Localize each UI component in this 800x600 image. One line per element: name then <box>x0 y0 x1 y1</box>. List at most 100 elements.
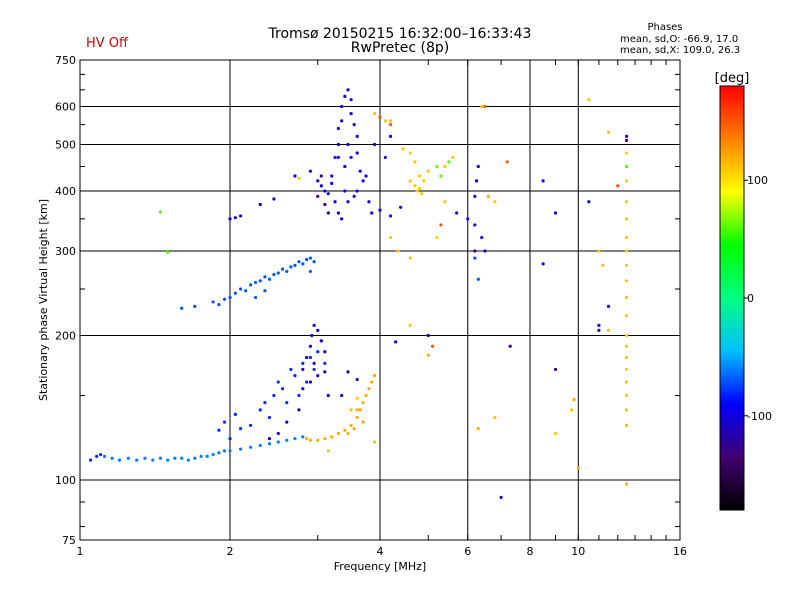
data-point <box>166 250 170 255</box>
data-point <box>312 260 316 264</box>
data-point <box>372 374 377 378</box>
y-tick-label: 100 <box>55 474 76 487</box>
data-point <box>244 289 248 293</box>
data-point <box>606 304 611 309</box>
chart-title-line1: Tromsø 20150215 16:32:00–16:33:43 <box>268 26 532 42</box>
data-point <box>308 269 313 274</box>
data-point <box>258 279 262 283</box>
data-point <box>228 295 232 300</box>
data-point <box>355 134 359 138</box>
data-point <box>499 495 503 500</box>
data-point <box>263 289 267 293</box>
data-point <box>301 435 305 439</box>
data-point <box>372 142 377 147</box>
data-point <box>276 380 280 384</box>
data-point <box>346 431 350 436</box>
data-point <box>624 314 629 318</box>
data-point <box>358 169 362 173</box>
data-point <box>346 370 350 374</box>
data-point <box>217 302 221 307</box>
data-point <box>349 98 353 102</box>
data-point <box>597 249 601 253</box>
data-point <box>323 350 327 354</box>
colorbar-tick-label: 0 <box>747 292 754 305</box>
data-point <box>473 256 477 260</box>
data-point <box>422 179 426 183</box>
y-tick-label: 75 <box>62 534 76 547</box>
data-point <box>305 355 309 360</box>
phases-x-stats: mean, sd,X: 109.0, 26.3 <box>620 45 741 56</box>
data-point <box>293 374 297 378</box>
data-point <box>343 189 347 193</box>
data-point <box>394 340 398 344</box>
data-point <box>205 454 209 459</box>
data-point <box>473 223 477 227</box>
data-point <box>267 277 272 281</box>
data-point <box>388 214 393 218</box>
data-point <box>624 393 629 398</box>
data-point <box>308 438 313 442</box>
x-tick-label: 8 <box>527 545 534 558</box>
data-point <box>483 104 487 109</box>
data-point <box>126 456 130 460</box>
data-point <box>624 279 629 283</box>
grid-lines <box>79 59 681 540</box>
data-point <box>238 447 243 451</box>
data-point <box>253 280 258 285</box>
x-tick-label: 6 <box>464 545 471 558</box>
data-point <box>211 452 215 457</box>
data-point <box>253 295 258 300</box>
data-point <box>408 323 412 327</box>
data-point <box>267 442 272 446</box>
data-point <box>316 179 320 183</box>
data-point <box>597 328 601 332</box>
data-point <box>383 119 387 123</box>
data-point <box>305 257 309 262</box>
data-point <box>228 449 232 453</box>
colorbar-tick-label: 100 <box>747 174 768 187</box>
data-point <box>180 456 184 460</box>
data-point <box>326 449 330 453</box>
data-point <box>352 426 356 431</box>
data-point <box>378 115 382 119</box>
data-point <box>173 456 177 460</box>
data-point <box>217 451 221 455</box>
data-point <box>301 387 305 391</box>
data-point <box>367 387 371 391</box>
data-point <box>570 408 574 412</box>
data-point <box>417 174 422 178</box>
x-tick-label: 2 <box>227 545 234 558</box>
data-point <box>624 138 629 142</box>
data-point <box>417 186 422 191</box>
data-point <box>476 426 480 431</box>
data-point <box>151 458 155 462</box>
data-point <box>297 408 301 412</box>
data-point <box>624 151 629 155</box>
data-point <box>305 380 309 384</box>
data-point <box>597 323 601 327</box>
data-point <box>480 104 484 109</box>
data-point <box>199 454 203 459</box>
data-point <box>624 355 629 360</box>
data-point <box>606 328 611 332</box>
data-point <box>285 438 289 442</box>
colorbar-ticks: 100 0 -100 <box>744 174 772 423</box>
data-point <box>308 380 313 384</box>
data-point <box>439 174 443 178</box>
data-point <box>293 174 297 178</box>
data-point <box>451 155 455 160</box>
data-point <box>426 169 430 173</box>
x-axis-label: Frequency [MHz] <box>334 560 426 573</box>
data-point <box>258 443 262 448</box>
data-point <box>308 344 313 348</box>
data-point <box>361 400 365 405</box>
data-point <box>413 184 417 188</box>
data-point <box>473 249 477 253</box>
data-point <box>258 202 262 207</box>
data-point <box>285 269 289 274</box>
data-point <box>343 94 347 98</box>
data-point <box>361 179 365 183</box>
data-point <box>301 262 305 266</box>
data-point <box>624 423 629 427</box>
